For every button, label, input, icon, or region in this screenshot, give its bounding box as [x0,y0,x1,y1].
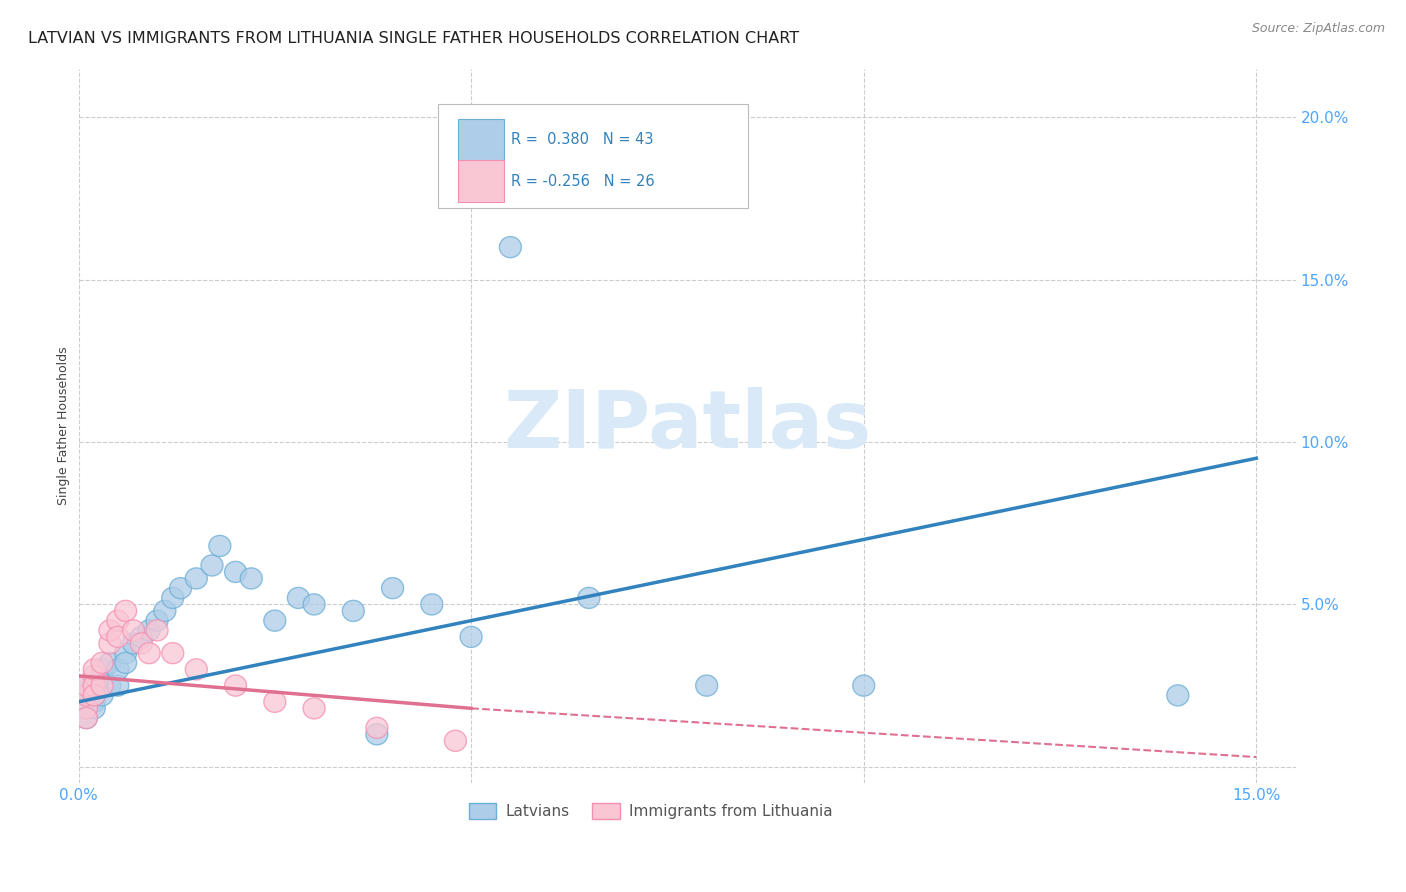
Ellipse shape [107,610,129,632]
Ellipse shape [83,675,105,696]
Ellipse shape [91,665,112,687]
Ellipse shape [499,236,522,258]
Ellipse shape [342,600,364,622]
Ellipse shape [209,535,231,557]
Y-axis label: Single Father Households: Single Father Households [58,346,70,505]
Ellipse shape [76,675,97,696]
Ellipse shape [83,665,105,687]
Ellipse shape [83,685,105,706]
Ellipse shape [264,691,285,713]
Ellipse shape [76,698,97,719]
FancyBboxPatch shape [458,120,505,161]
Ellipse shape [115,652,136,673]
Ellipse shape [366,723,388,745]
Ellipse shape [91,675,112,696]
Ellipse shape [91,652,112,673]
Ellipse shape [122,620,145,641]
Ellipse shape [186,659,207,680]
Ellipse shape [138,642,160,664]
Ellipse shape [76,698,97,719]
Legend: Latvians, Immigrants from Lithuania: Latvians, Immigrants from Lithuania [463,797,838,825]
Ellipse shape [76,691,97,713]
Ellipse shape [852,675,875,696]
Ellipse shape [76,707,97,729]
Ellipse shape [107,659,129,680]
Ellipse shape [162,587,184,608]
Ellipse shape [83,659,105,680]
Ellipse shape [696,675,717,696]
Ellipse shape [186,568,207,589]
Ellipse shape [98,620,121,641]
Ellipse shape [240,568,263,589]
Ellipse shape [98,675,121,696]
Ellipse shape [146,610,169,632]
Ellipse shape [153,600,176,622]
Ellipse shape [304,698,325,719]
Ellipse shape [107,675,129,696]
Ellipse shape [366,717,388,739]
Ellipse shape [76,685,97,706]
Ellipse shape [381,578,404,599]
Ellipse shape [115,600,136,622]
Ellipse shape [444,731,467,751]
Ellipse shape [91,685,112,706]
Ellipse shape [83,675,105,696]
Ellipse shape [304,594,325,615]
Ellipse shape [420,594,443,615]
Ellipse shape [146,620,169,641]
Ellipse shape [83,685,105,706]
Ellipse shape [115,642,136,664]
Ellipse shape [98,632,121,654]
Ellipse shape [201,555,224,576]
Ellipse shape [1167,685,1189,706]
Text: Source: ZipAtlas.com: Source: ZipAtlas.com [1251,22,1385,36]
Ellipse shape [98,652,121,673]
Ellipse shape [76,707,97,729]
Ellipse shape [460,626,482,648]
Text: R = -0.256   N = 26: R = -0.256 N = 26 [510,174,654,188]
Ellipse shape [107,626,129,648]
Text: LATVIAN VS IMMIGRANTS FROM LITHUANIA SINGLE FATHER HOUSEHOLDS CORRELATION CHART: LATVIAN VS IMMIGRANTS FROM LITHUANIA SIN… [28,31,799,46]
FancyBboxPatch shape [437,104,748,208]
Ellipse shape [225,561,246,582]
Ellipse shape [91,659,112,680]
Ellipse shape [76,685,97,706]
Ellipse shape [170,578,191,599]
Ellipse shape [225,675,246,696]
Ellipse shape [83,698,105,719]
Ellipse shape [578,587,600,608]
Ellipse shape [122,632,145,654]
Text: R =  0.380   N = 43: R = 0.380 N = 43 [510,133,652,147]
Text: ZIPatlas: ZIPatlas [503,387,872,465]
Ellipse shape [138,620,160,641]
Ellipse shape [264,610,285,632]
Ellipse shape [131,632,152,654]
FancyBboxPatch shape [458,161,505,202]
Ellipse shape [162,642,184,664]
Ellipse shape [76,675,97,696]
Ellipse shape [83,691,105,713]
Ellipse shape [287,587,309,608]
Ellipse shape [131,626,152,648]
